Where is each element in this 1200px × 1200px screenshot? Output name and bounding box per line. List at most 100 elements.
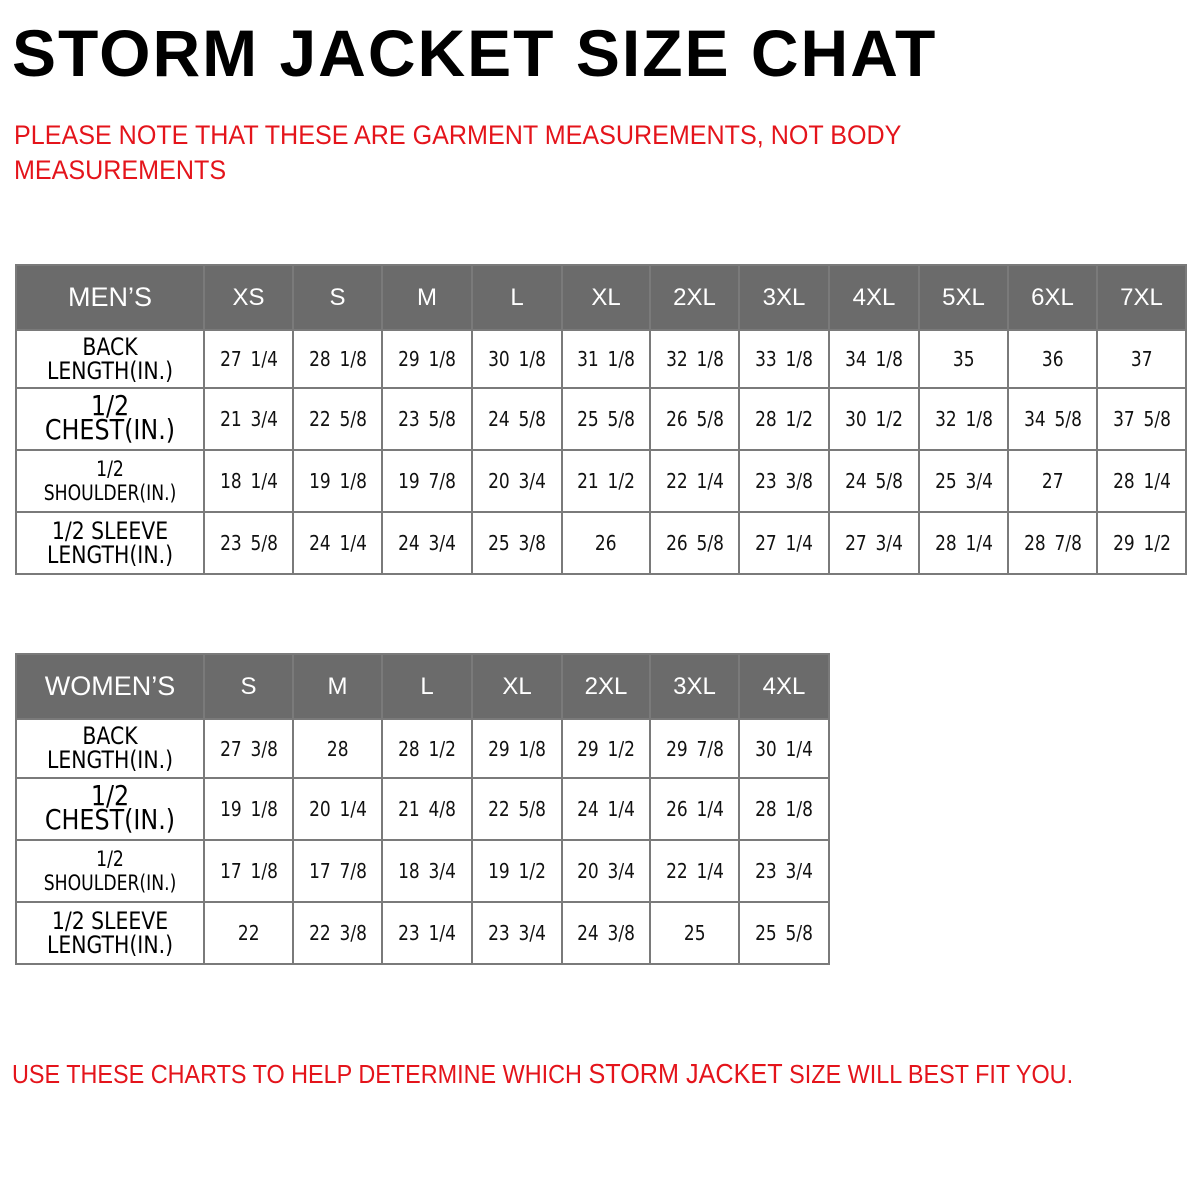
measurement-cell: 23 1/4 <box>381 901 473 965</box>
size-header-m: M <box>381 264 473 331</box>
measurement-label-text: BACK LENGTH(IN.) <box>46 332 174 385</box>
measurement-label-text: 1/2 CHEST(IN.) <box>44 389 176 446</box>
measurement-value: 24 3/8 <box>577 921 635 945</box>
measurement-value: 27 <box>1041 469 1064 493</box>
measurement-value: 20 1/4 <box>308 797 367 821</box>
table-row: 1/2 CHEST(IN.) 19 1/8 20 1/4 21 4/8 22 5/8 24… <box>15 777 830 841</box>
measurement-cell: 19 1/2 <box>471 839 563 903</box>
table-row: 1/2 CHEST(IN.) 21 3/4 22 5/8 23 5/8 24 5/8 25… <box>15 387 1187 451</box>
measurement-value: 24 5/8 <box>845 469 903 493</box>
measurement-cell: 26 <box>561 511 651 575</box>
measurement-value: 23 3/4 <box>755 859 813 883</box>
measurement-cell: 18 3/4 <box>381 839 473 903</box>
measurement-cell: 26 1/4 <box>649 777 740 841</box>
measurement-cell: 22 1/4 <box>649 449 740 513</box>
measurement-label-text: 1/2 SLEEVE LENGTH(IN.) <box>46 516 174 569</box>
footer-text-after: SIZE WILL BEST FIT YOU. <box>789 1059 1074 1089</box>
measurement-cell: 28 1/8 <box>292 329 383 389</box>
size-header-m: M <box>292 653 383 720</box>
measurement-value: 37 5/8 <box>1112 407 1171 431</box>
measurement-cell: 32 1/8 <box>649 329 740 389</box>
measurement-cell: 24 1/4 <box>561 777 651 841</box>
measurement-cell: 24 1/4 <box>292 511 383 575</box>
size-header-2xl: 2XL <box>649 264 740 331</box>
measurement-value: 19 7/8 <box>398 469 456 493</box>
measurement-cell: 27 1/4 <box>738 511 830 575</box>
size-header-3xl: 3XL <box>649 653 740 720</box>
measurement-cell: 27 3/4 <box>828 511 920 575</box>
measurement-value: 30 1/2 <box>845 407 903 431</box>
measurement-label: 1/2 CHEST(IN.) <box>15 777 205 841</box>
size-header-4xl: 4XL <box>738 653 830 720</box>
size-header-xl: XL <box>561 264 651 331</box>
table-row: 1/2 SLEEVE LENGTH(IN.) 22 22 3/8 23 1/4 23 3… <box>15 901 830 965</box>
measurement-value: 22 5/8 <box>488 797 546 821</box>
measurement-value: 27 1/4 <box>219 347 278 371</box>
measurement-label-text: 1/2 SHOULDER(IN.) <box>43 847 177 895</box>
measurement-value: 29 1/2 <box>577 736 635 761</box>
measurement-cell: 25 3/4 <box>918 449 1009 513</box>
measurement-value: 30 1/4 <box>755 736 813 761</box>
measurement-value: 34 1/8 <box>845 347 903 371</box>
measurement-cell: 19 1/8 <box>203 777 294 841</box>
measurement-cell: 24 5/8 <box>471 387 563 451</box>
measurement-cell: 28 1/4 <box>918 511 1009 575</box>
measurement-cell: 21 3/4 <box>203 387 294 451</box>
footer-text-before: USE THESE CHARTS TO HELP DETERMINE WHICH <box>12 1059 589 1089</box>
measurement-cell: 29 1/8 <box>381 329 473 389</box>
measurement-label: 1/2 CHEST(IN.) <box>15 387 205 451</box>
measurement-cell: 26 5/8 <box>649 387 740 451</box>
measurement-value: 23 3/8 <box>755 469 813 493</box>
table-row: BACK LENGTH(IN.) 27 3/8 28 28 1/2 29 1/8 29 1… <box>15 718 830 779</box>
measurement-cell: 26 5/8 <box>649 511 740 575</box>
measurement-value: 27 3/4 <box>845 531 903 555</box>
measurement-value: 28 1/2 <box>755 407 813 431</box>
measurement-value: 37 <box>1130 347 1153 371</box>
size-header-5xl: 5XL <box>918 264 1009 331</box>
measurement-cell: 21 1/2 <box>561 449 651 513</box>
measurement-value: 29 1/8 <box>398 347 456 371</box>
measurement-label-text: 1/2 SHOULDER(IN.) <box>43 457 177 505</box>
measurement-cell: 25 5/8 <box>561 387 651 451</box>
measurement-label: BACK LENGTH(IN.) <box>15 329 205 389</box>
size-header-3xl: 3XL <box>738 264 830 331</box>
measurement-value: 21 1/2 <box>577 469 635 493</box>
size-header-4xl: 4XL <box>828 264 920 331</box>
measurement-value: 25 3/4 <box>934 469 993 493</box>
measurement-value: 19 1/8 <box>219 797 278 821</box>
garment-measurement-note: PLEASE NOTE THAT THESE ARE GARMENT MEASU… <box>14 120 901 185</box>
measurement-value: 31 1/8 <box>577 347 635 371</box>
size-header-s: S <box>203 653 294 720</box>
measurement-cell: 29 1/2 <box>561 718 651 779</box>
measurement-cell: 18 1/4 <box>203 449 294 513</box>
measurement-cell: 32 1/8 <box>918 387 1009 451</box>
measurement-cell: 37 <box>1096 329 1187 389</box>
measurement-cell: 29 1/2 <box>1096 511 1187 575</box>
measurement-label: BACK LENGTH(IN.) <box>15 718 205 779</box>
measurement-cell: 33 1/8 <box>738 329 830 389</box>
measurement-value: 26 5/8 <box>665 407 724 431</box>
page-title: STORM JACKET SIZE CHAT <box>12 16 938 90</box>
footer-highlight: STORM JACKET <box>588 1058 790 1089</box>
measurement-cell: 35 <box>918 329 1009 389</box>
measurement-cell: 20 3/4 <box>561 839 651 903</box>
measurement-value: 23 3/4 <box>488 921 546 945</box>
measurement-cell: 23 3/4 <box>738 839 830 903</box>
measurement-label: 1/2 SHOULDER(IN.) <box>15 839 205 903</box>
measurement-cell: 17 7/8 <box>292 839 383 903</box>
header-row: WOMEN’S S M L XL 2XL 3XL 4XL <box>15 653 830 720</box>
measurement-cell: 20 1/4 <box>292 777 383 841</box>
measurement-value: 27 3/8 <box>219 736 278 761</box>
measurement-value: 17 7/8 <box>308 859 367 883</box>
measurement-cell: 24 3/8 <box>561 901 651 965</box>
measurement-value: 17 1/8 <box>219 859 278 883</box>
measurement-value: 22 <box>237 921 260 945</box>
measurement-value: 18 1/4 <box>219 469 278 493</box>
measurement-value: 28 1/4 <box>1112 469 1171 493</box>
measurement-cell: 25 3/8 <box>471 511 563 575</box>
measurement-cell: 22 5/8 <box>471 777 563 841</box>
measurement-value: 35 <box>952 347 975 371</box>
measurement-value: 29 1/2 <box>1112 531 1171 555</box>
measurement-cell: 28 1/8 <box>738 777 830 841</box>
measurement-value: 25 5/8 <box>577 407 635 431</box>
